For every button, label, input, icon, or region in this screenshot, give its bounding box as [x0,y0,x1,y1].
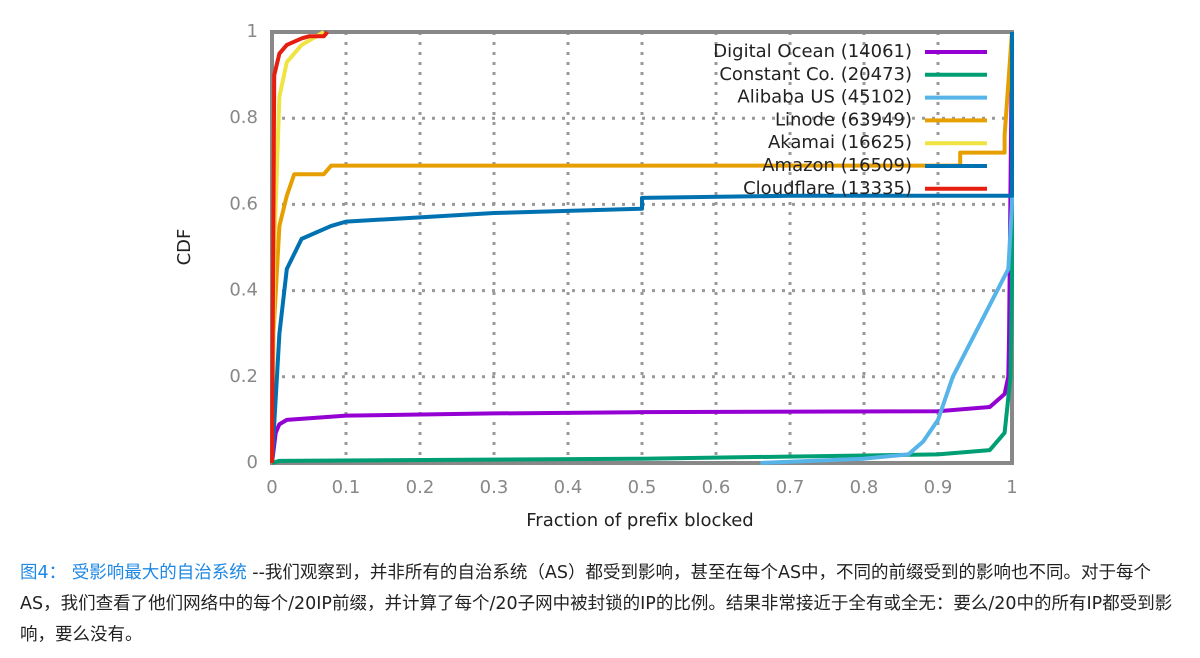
chart: CDF Fraction of prefix blocked 0 0.2 0.4 0.… [174,21,1018,531]
y-tick-label: 0.6 [229,193,258,214]
legend-label: Linode (63949) [775,109,912,130]
legend-label: Digital Ocean (14061) [713,41,912,62]
legend-label: Constant Co. (20473) [719,64,912,85]
x-tick-label: 1 [1006,477,1017,498]
series-line [270,31,1014,464]
series-line [270,32,1014,464]
caption-label: 图4： 受影响最大的自治系统 [20,563,247,583]
y-tick-label: 0 [247,452,258,473]
x-tick-label: 0.1 [332,477,361,498]
x-tick-label: 0.8 [850,477,879,498]
x-axis-label: Fraction of prefix blocked [526,510,753,531]
legend-label: Cloudflare (13335) [743,178,912,199]
x-tick-label: 0.3 [480,477,509,498]
x-tick-label: 0.2 [406,477,435,498]
x-tick-label: 0.9 [924,477,953,498]
y-tick-label: 0.4 [229,280,258,301]
legend-label: Akamai (16625) [768,132,912,153]
series-line [271,32,1014,465]
legend-label: Amazon (16509) [762,155,912,176]
legend-label: Alibaba US (45102) [737,87,912,108]
series-line [270,31,1014,464]
caption: 图4： 受影响最大的自治系统 --我们观察到，并非所有的自治系统（AS）都受到影… [20,558,1185,651]
y-tick-label: 1 [247,21,258,42]
x-tick-label: 0.5 [628,477,657,498]
series-line [270,30,330,464]
y-tick-label: 0.2 [229,366,258,387]
y-axis-label: CDF [174,229,195,266]
x-tick-label: 0.4 [554,477,583,498]
y-tick-label: 0.8 [229,107,258,128]
x-tick-label: 0.6 [702,477,731,498]
caption-text: --我们观察到，并非所有的自治系统（AS）都受到影响，甚至在每个AS中，不同的前… [20,563,1173,645]
x-tick-label: 0 [266,477,277,498]
series-line [760,32,1014,465]
x-tick-label: 0.7 [776,477,805,498]
